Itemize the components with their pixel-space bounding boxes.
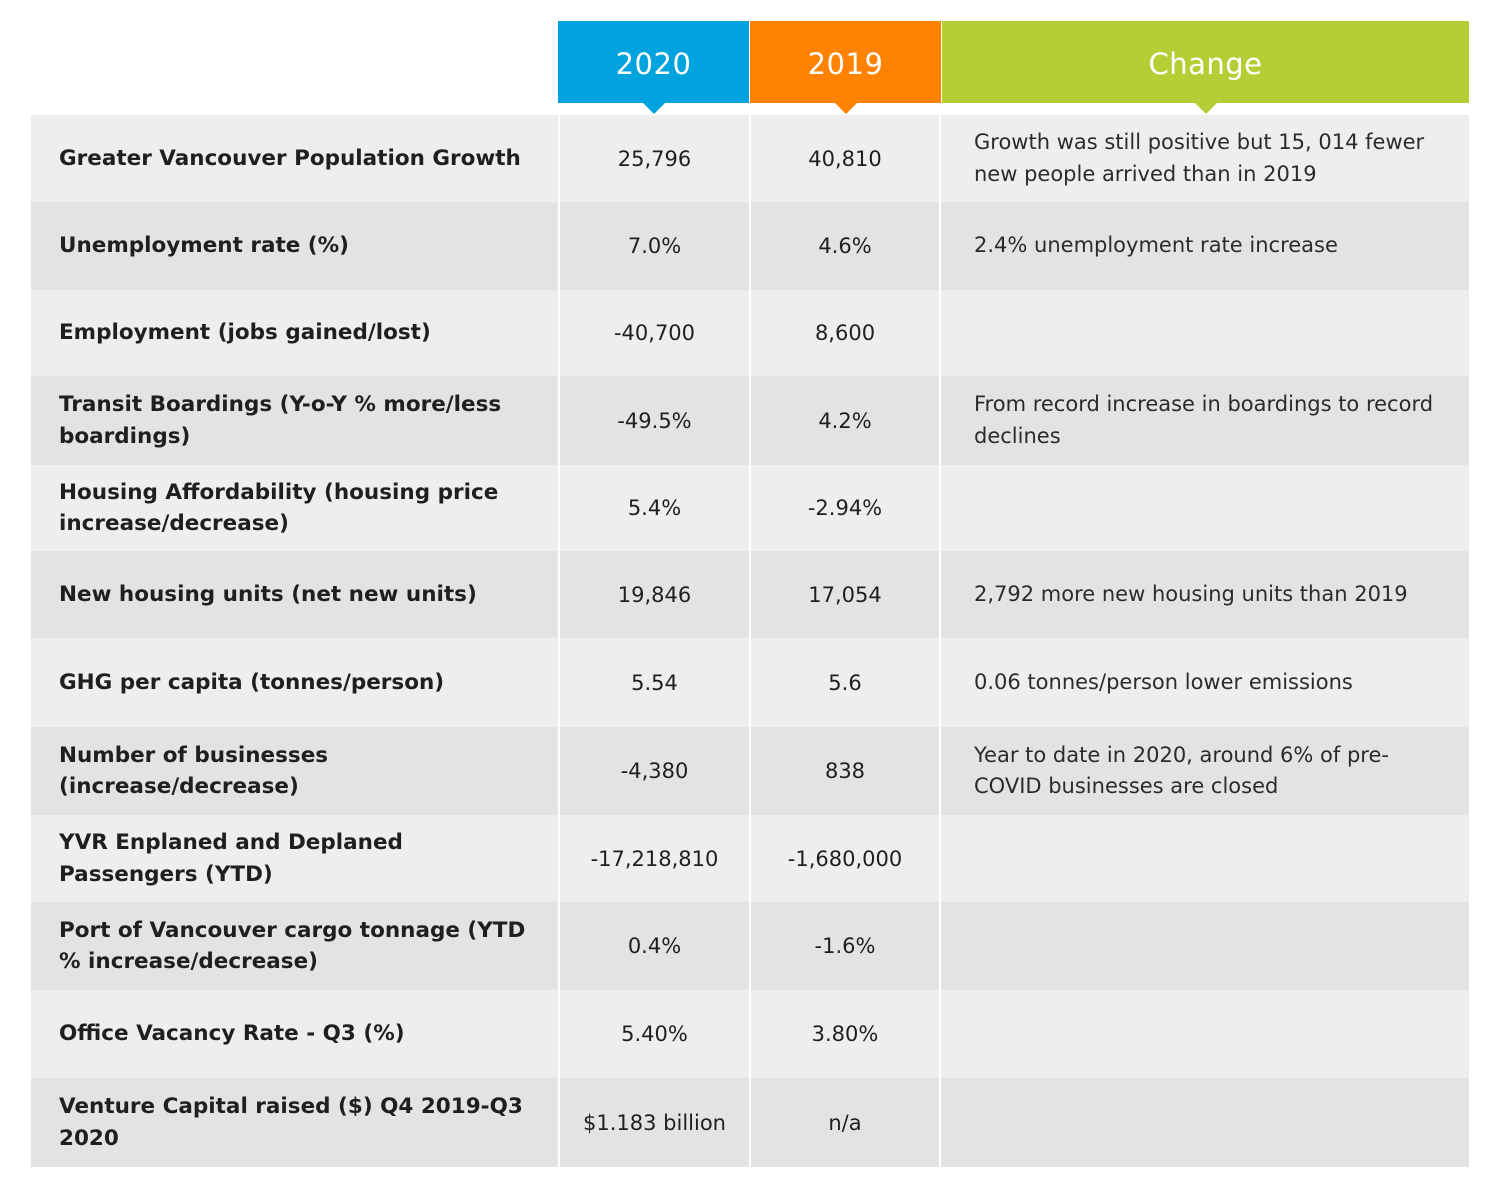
table-row: Housing Affordability (housing price inc… — [31, 465, 1469, 551]
value-2019: 5.6 — [749, 638, 939, 727]
value-2020: 5.54 — [558, 638, 749, 727]
value-2019: 4.6% — [749, 202, 939, 290]
value-2019: 4.2% — [749, 376, 939, 465]
change-note: From record increase in boardings to rec… — [939, 376, 1469, 465]
indicators-table: Greater Vancouver Population Growth 25,7… — [31, 115, 1469, 1167]
value-2020: 19,846 — [558, 551, 749, 638]
table-row: New housing units (net new units) 19,846… — [31, 551, 1469, 638]
value-2019: 40,810 — [749, 115, 939, 202]
value-2019: n/a — [749, 1078, 939, 1167]
change-note: Growth was still positive but 15, 014 fe… — [939, 115, 1469, 202]
table-row: Transit Boardings (Y-o-Y % more/less boa… — [31, 376, 1469, 465]
row-label: GHG per capita (tonnes/person) — [59, 669, 445, 695]
value-2020: -4,380 — [558, 727, 749, 815]
value-2020: -40,700 — [558, 290, 749, 376]
change-note: 2,792 more new housing units than 2019 — [939, 551, 1469, 638]
change-note: 0.06 tonnes/person lower emissions — [939, 638, 1469, 727]
value-2020: $1.183 billion — [558, 1078, 749, 1167]
value-2019: 3.80% — [749, 990, 939, 1078]
change-note — [939, 465, 1469, 551]
value-2019: -2.94% — [749, 465, 939, 551]
change-note — [939, 815, 1469, 902]
value-2020: 0.4% — [558, 902, 749, 990]
table-row: Greater Vancouver Population Growth 25,7… — [31, 115, 1469, 202]
row-label: Employment (jobs gained/lost) — [59, 320, 431, 346]
row-label: YVR Enplaned and Deplaned Passengers (YT… — [59, 830, 403, 887]
value-2019: -1.6% — [749, 902, 939, 990]
row-label: Number of businesses (increase/decrease) — [59, 742, 329, 800]
row-label: Office Vacancy Rate - Q3 (%) — [59, 1021, 405, 1047]
row-label: Housing Affordability (housing price inc… — [59, 479, 499, 537]
value-2020: 5.40% — [558, 990, 749, 1078]
change-note — [939, 290, 1469, 376]
row-label: Venture Capital raised ($) Q4 2019-Q3 20… — [59, 1094, 523, 1151]
value-2020: 25,796 — [558, 115, 749, 202]
row-label: Greater Vancouver Population Growth — [59, 145, 521, 171]
value-2019: 838 — [749, 727, 939, 815]
row-label: Transit Boardings (Y-o-Y % more/less boa… — [59, 392, 502, 449]
row-label: Port of Vancouver cargo tonnage (YTD % i… — [59, 917, 526, 975]
value-2019: 8,600 — [749, 290, 939, 376]
change-note — [939, 902, 1469, 990]
value-2019: 17,054 — [749, 551, 939, 638]
table-header: 2020 2019 Change — [558, 21, 1469, 114]
change-note — [939, 1078, 1469, 1167]
table-row: Number of businesses (increase/decrease)… — [31, 727, 1469, 815]
table-row: GHG per capita (tonnes/person) 5.54 5.6 … — [31, 638, 1469, 727]
table-row: Port of Vancouver cargo tonnage (YTD % i… — [31, 902, 1469, 990]
value-2020: 7.0% — [558, 202, 749, 290]
table-row: Unemployment rate (%) 7.0% 4.6% 2.4% une… — [31, 202, 1469, 290]
change-note: 2.4% unemployment rate increase — [939, 202, 1469, 290]
value-2019: -1,680,000 — [749, 815, 939, 902]
row-label: New housing units (net new units) — [59, 581, 477, 607]
value-2020: 5.4% — [558, 465, 749, 551]
row-label: Unemployment rate (%) — [59, 233, 349, 259]
table-row: Venture Capital raised ($) Q4 2019-Q3 20… — [31, 1078, 1469, 1167]
value-2020: -49.5% — [558, 376, 749, 465]
change-note — [939, 990, 1469, 1078]
column-header-2020: 2020 — [558, 21, 749, 114]
table-row: Employment (jobs gained/lost) -40,700 8,… — [31, 290, 1469, 376]
table-row: Office Vacancy Rate - Q3 (%) 5.40% 3.80% — [31, 990, 1469, 1078]
change-note: Year to date in 2020, around 6% of pre-C… — [939, 727, 1469, 815]
value-2020: -17,218,810 — [558, 815, 749, 902]
column-header-change: Change — [942, 21, 1469, 114]
table-row: YVR Enplaned and Deplaned Passengers (YT… — [31, 815, 1469, 902]
column-header-2019: 2019 — [750, 21, 941, 114]
